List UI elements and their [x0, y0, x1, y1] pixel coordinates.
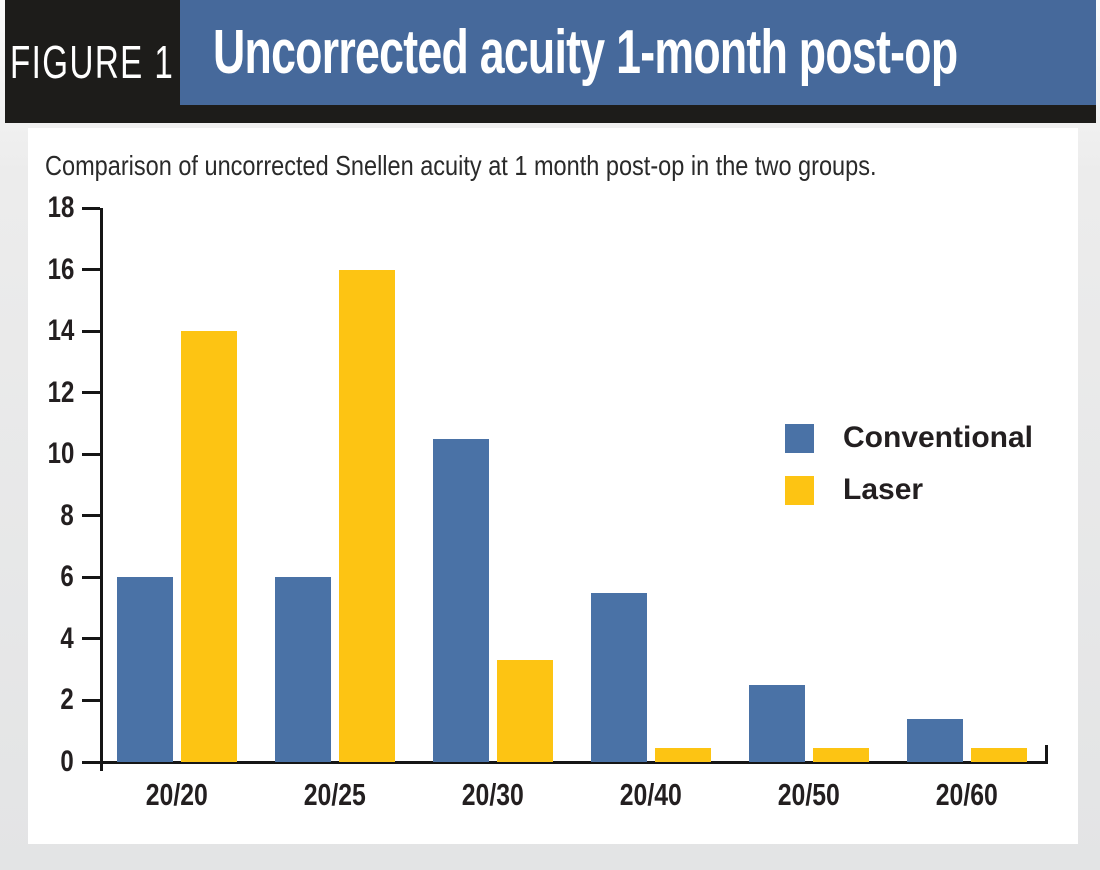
x-axis-category-label: 20/40: [619, 777, 683, 812]
title-banner: Uncorrected acuity 1-month post-op: [180, 0, 1096, 105]
bar-laser-20-50: [813, 748, 869, 762]
bar-conventional-20-25: [275, 577, 331, 762]
chart-card: Comparison of uncorrected Snellen acuity…: [28, 128, 1078, 844]
figure-header: FIGURE 1 Uncorrected acuity 1-month post…: [5, 0, 1096, 123]
figure-title: Uncorrected acuity 1-month post-op: [213, 18, 958, 87]
bar-chart-plot-area: 0 2 4 6 8 10 12 14 16 18 20/20 20/25 20/30 20/40 20/50…: [28, 128, 1078, 844]
figure-number-box: FIGURE 1: [5, 0, 180, 123]
figure-number-label: FIGURE 1: [10, 35, 175, 88]
y-axis-tick-label: 10: [47, 437, 74, 471]
y-axis-tick: [82, 637, 100, 641]
y-axis-tick-label: 0: [60, 745, 74, 778]
chart-legend: Conventional Laser: [785, 421, 1033, 507]
y-axis-tick: [82, 329, 100, 333]
y-axis-tick: [82, 391, 100, 395]
x-axis-category-label: 20/50: [777, 777, 841, 812]
y-axis-tick-label: 18: [47, 191, 74, 224]
bar-laser-20-25: [339, 269, 395, 762]
bar-conventional-20-40: [591, 592, 647, 762]
bar-laser-20-60: [971, 748, 1027, 762]
y-axis-tick: [82, 268, 100, 272]
chart-caption: Comparison of uncorrected Snellen acuity…: [45, 150, 877, 181]
x-axis-category-label: 20/30: [461, 777, 525, 812]
legend-swatch-laser: [785, 475, 814, 505]
y-axis-tick-label: 14: [47, 314, 74, 348]
y-axis-tick-label: 2: [60, 683, 74, 717]
y-axis-tick-label: 16: [47, 252, 74, 286]
bar-laser-20-30: [497, 660, 553, 762]
bar-conventional-20-60: [907, 718, 963, 762]
x-axis-category-label: 20/20: [145, 777, 209, 812]
y-axis-tick: [82, 575, 100, 579]
x-axis-category-label: 20/25: [303, 777, 367, 812]
x-axis-end-cap: [1045, 745, 1048, 762]
y-axis-tick: [82, 514, 100, 518]
x-axis-category-label: 20/60: [935, 777, 999, 812]
y-axis-tick: [82, 698, 100, 702]
y-axis-tick: [82, 452, 100, 456]
bar-laser-20-20: [181, 331, 237, 762]
y-axis-line: [100, 208, 103, 771]
legend-swatch-conventional: [785, 423, 814, 453]
legend-label: Laser: [843, 473, 924, 506]
y-axis-tick-label: 4: [60, 621, 74, 655]
y-axis-tick: [82, 760, 100, 764]
legend-item-laser: Laser: [785, 473, 1033, 507]
x-axis-line: [82, 761, 1048, 764]
bar-conventional-20-30: [433, 438, 489, 762]
y-axis-tick-label: 8: [60, 498, 74, 532]
bar-conventional-20-50: [749, 685, 805, 762]
legend-label: Conventional: [843, 421, 1034, 454]
y-axis-tick: [82, 206, 100, 210]
bar-conventional-20-20: [117, 577, 173, 762]
y-axis-tick-label: 12: [47, 375, 74, 409]
legend-item-conventional: Conventional: [785, 421, 1033, 455]
y-axis-tick-label: 6: [60, 560, 74, 594]
bar-laser-20-40: [655, 748, 711, 762]
